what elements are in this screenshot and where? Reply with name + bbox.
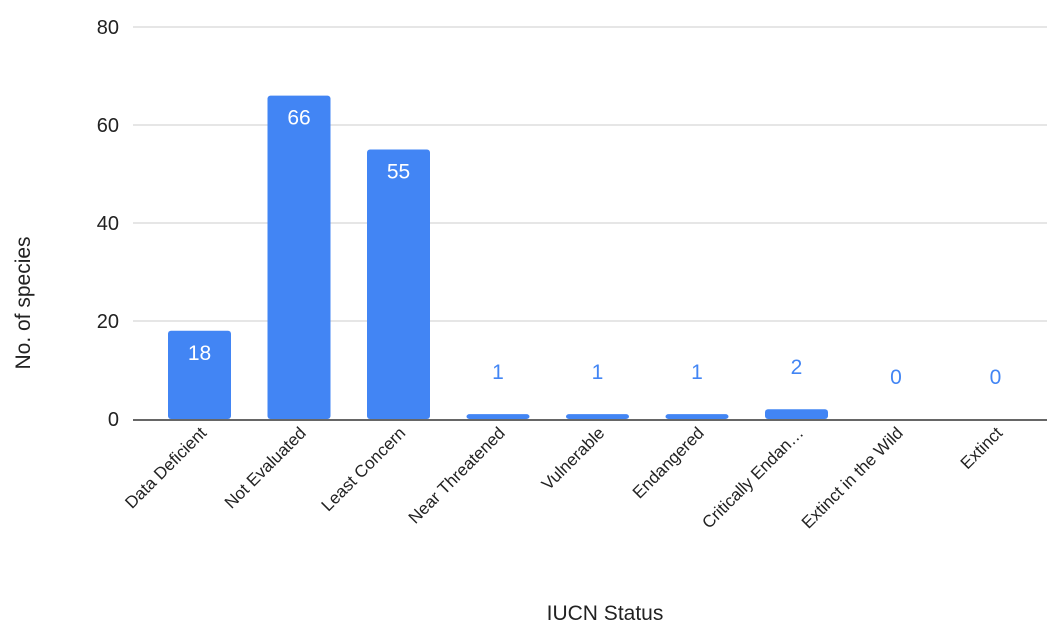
- x-tick-label: Near Threatened: [405, 423, 509, 527]
- y-tick-label: 40: [97, 213, 119, 235]
- y-axis-title: No. of species: [12, 236, 35, 369]
- y-axis-ticks: 0 20 40 60 80: [97, 17, 119, 431]
- bars: [168, 95, 828, 419]
- y-tick-label: 80: [97, 17, 119, 39]
- x-tick-label: Not Evaluated: [221, 423, 310, 512]
- bar: [466, 414, 530, 419]
- x-tick-label: Data Deficient: [121, 423, 210, 512]
- x-tick-label: Least Concern: [318, 423, 410, 515]
- bar: [765, 409, 828, 419]
- data-label: 0: [990, 366, 1002, 389]
- bar: [267, 95, 331, 419]
- data-label: 55: [387, 161, 410, 184]
- data-label: 1: [492, 361, 504, 384]
- data-label: 1: [691, 361, 703, 384]
- x-tick-label: Vulnerable: [538, 423, 608, 493]
- y-tick-label: 20: [97, 311, 119, 333]
- bar: [665, 414, 729, 419]
- bar: [566, 414, 629, 419]
- x-tick-label: Extinct in the Wild: [798, 423, 907, 532]
- x-tick-label: Extinct: [957, 423, 1007, 473]
- y-tick-label: 60: [97, 115, 119, 137]
- y-tick-label: 0: [108, 409, 119, 431]
- x-axis-categories: Data Deficient Not Evaluated Least Concern…: [121, 423, 1006, 532]
- bar: [367, 149, 430, 419]
- data-label: 2: [791, 356, 803, 379]
- data-label: 0: [890, 366, 902, 389]
- x-tick-label: Endangered: [629, 423, 708, 502]
- data-label: 1: [592, 361, 604, 384]
- data-label: 18: [188, 342, 211, 365]
- bar: [168, 330, 231, 419]
- x-axis-title: IUCN Status: [547, 602, 664, 625]
- x-tick-label: Critically Endan…: [698, 423, 807, 532]
- data-label: 66: [287, 107, 310, 130]
- data-labels: 18 66 55 1 1 1 2 0 0: [188, 107, 1002, 389]
